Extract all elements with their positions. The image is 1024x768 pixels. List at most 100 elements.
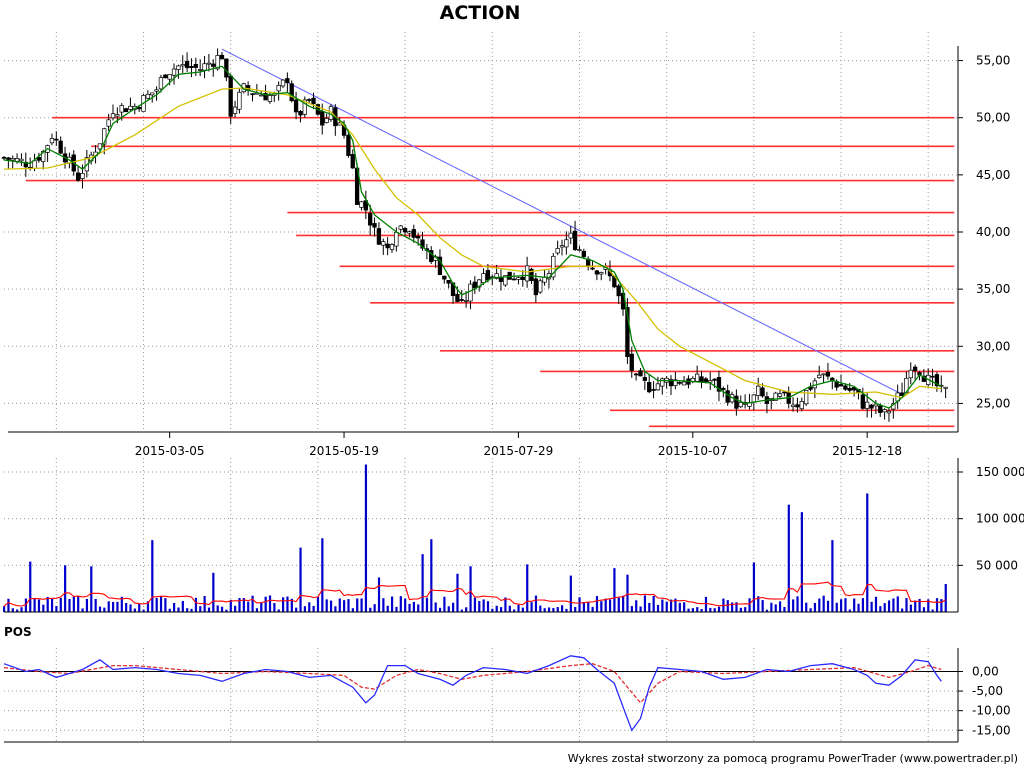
volume-bar — [748, 598, 751, 612]
candle-body — [908, 369, 913, 379]
volume-bar — [321, 538, 324, 612]
volume-bar — [220, 606, 224, 612]
volume-bar — [111, 601, 115, 612]
volume-bar — [116, 601, 119, 612]
volume-bar — [643, 595, 647, 612]
candle-body — [189, 66, 194, 69]
volume-bar — [617, 597, 620, 612]
volume-bar — [635, 600, 638, 612]
volume-bar — [16, 609, 19, 612]
volume-bar — [216, 605, 219, 612]
candle-body — [642, 377, 647, 381]
osc-y-tick-label: 0,00 — [972, 665, 999, 679]
volume-bar — [103, 607, 106, 612]
volume-bar — [909, 604, 912, 612]
candle-body — [198, 69, 203, 71]
candle-body — [803, 390, 809, 405]
volume-bar — [452, 602, 455, 612]
sma-fast-line — [3, 65, 942, 409]
candle-body — [180, 64, 185, 67]
volume-bar — [543, 608, 546, 612]
volume-bar — [447, 606, 450, 612]
volume-bar — [430, 539, 433, 612]
volume-bar — [173, 602, 176, 612]
candle-body — [123, 108, 129, 113]
volume-bar — [709, 607, 712, 612]
volume-bar — [844, 598, 847, 612]
volume-bar — [338, 598, 341, 612]
volume-bar — [417, 604, 420, 612]
candle-body — [136, 107, 142, 110]
volume-bar — [168, 608, 171, 612]
candle-body — [594, 270, 600, 275]
volume-bar — [59, 597, 62, 612]
volume-bar — [539, 605, 542, 612]
volume-bar — [229, 599, 232, 612]
candle-body — [145, 93, 151, 99]
volume-bar — [696, 607, 699, 612]
price-grid — [4, 32, 958, 432]
candle-body — [184, 60, 190, 69]
volume-bar — [918, 598, 921, 612]
candle-body — [463, 300, 469, 302]
volume-bar — [50, 598, 54, 612]
volume-bar — [11, 608, 14, 612]
volume-bar — [935, 598, 939, 612]
candle-body — [651, 389, 656, 391]
volume-bar — [944, 584, 947, 612]
candle-body — [551, 255, 556, 278]
volume-bar — [892, 598, 895, 612]
candle-body — [494, 273, 499, 279]
candle-body — [324, 118, 329, 123]
volume-bar — [77, 595, 80, 612]
candle-body — [485, 270, 491, 281]
price-y-tick-label: 55,00 — [976, 54, 1010, 68]
candle-body — [633, 373, 639, 376]
volume-bar — [465, 607, 468, 612]
candle-body — [930, 375, 935, 378]
candle-body — [359, 201, 364, 208]
volume-bar — [138, 603, 141, 612]
candle-body — [677, 382, 682, 384]
volume-bar — [639, 606, 642, 612]
price-y-tick-label: 40,00 — [976, 225, 1010, 239]
osc-y-tick-label: -15,00 — [972, 723, 1011, 737]
candle-body — [346, 134, 351, 156]
candle-body — [507, 271, 512, 280]
candle-body — [629, 353, 634, 371]
volume-bar — [290, 598, 293, 612]
volume-bar — [46, 596, 49, 612]
candle-body — [211, 63, 216, 67]
price-y-tick-label: 30,00 — [976, 339, 1010, 353]
volume-bar — [33, 598, 36, 612]
candle-body — [398, 225, 403, 230]
candle-body — [6, 157, 11, 160]
volume-bar — [347, 599, 350, 612]
volume-bar — [883, 603, 886, 612]
candle-body — [206, 62, 212, 65]
volume-bar — [373, 604, 376, 612]
volume-bar — [582, 602, 586, 612]
candle-body — [878, 405, 883, 413]
candle-body — [799, 401, 804, 410]
volume-bar — [98, 606, 102, 612]
volume-bar — [364, 464, 368, 612]
price-y-tick-label: 45,00 — [976, 168, 1010, 182]
volume-bar — [761, 600, 764, 612]
volume-bar — [744, 607, 747, 612]
volume-bar — [20, 607, 23, 612]
volume-bar — [517, 604, 520, 612]
candle-body — [581, 250, 586, 258]
candle-body — [411, 229, 416, 238]
candle-body — [455, 293, 460, 302]
volume-bar — [731, 602, 734, 612]
candle-body — [167, 74, 172, 80]
candle-body — [869, 404, 874, 409]
candle-body — [193, 63, 198, 68]
volume-bar — [207, 607, 211, 612]
candle-body — [276, 85, 281, 92]
volume-bar — [905, 598, 908, 612]
footer-credit: Wykres został stworzony za pomocą progra… — [568, 752, 1018, 765]
volume-bar — [142, 609, 145, 612]
